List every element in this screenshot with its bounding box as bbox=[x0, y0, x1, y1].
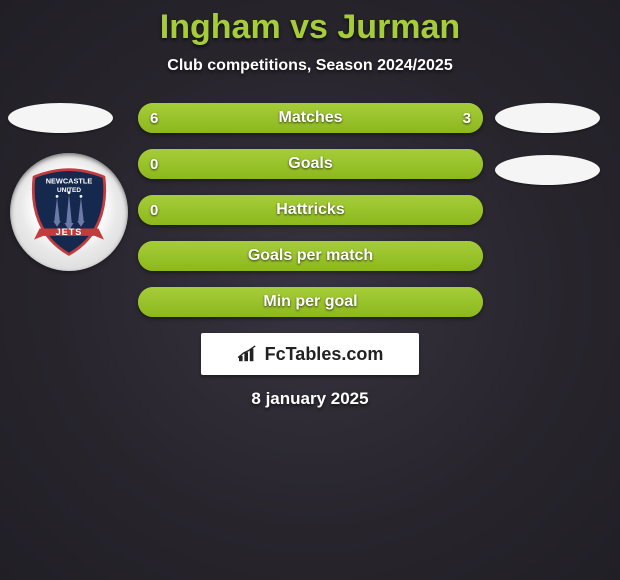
stat-bar: Goals per match bbox=[138, 241, 483, 271]
svg-text:NEWCASTLE: NEWCASTLE bbox=[46, 176, 93, 185]
comparison-content: NEWCASTLE UNITED JETS 63Matches 0Goals 0Ha… bbox=[0, 103, 620, 317]
stat-label: Goals per match bbox=[138, 241, 483, 271]
stat-label: Goals bbox=[138, 149, 483, 179]
jets-badge-icon: NEWCASTLE UNITED JETS bbox=[23, 166, 115, 258]
stat-bar: 0Hattricks bbox=[138, 195, 483, 225]
player-right-placeholder-2 bbox=[495, 155, 600, 185]
stat-label: Hattricks bbox=[138, 195, 483, 225]
stat-label: Matches bbox=[138, 103, 483, 133]
stat-bar: Min per goal bbox=[138, 287, 483, 317]
brand-text: FcTables.com bbox=[265, 344, 384, 365]
club-badge-left: NEWCASTLE UNITED JETS bbox=[10, 153, 128, 271]
stat-bar: 63Matches bbox=[138, 103, 483, 133]
bars-icon bbox=[237, 345, 259, 363]
svg-text:JETS: JETS bbox=[56, 227, 83, 237]
stat-bar: 0Goals bbox=[138, 149, 483, 179]
page-title: Ingham vs Jurman bbox=[0, 0, 620, 47]
player-left-placeholder bbox=[8, 103, 113, 133]
stat-label: Min per goal bbox=[138, 287, 483, 317]
player-right-placeholder-1 bbox=[495, 103, 600, 133]
comparison-bars: 63Matches 0Goals 0Hattricks Goals per match… bbox=[138, 103, 483, 317]
date-text: 8 january 2025 bbox=[0, 389, 620, 409]
brand-box[interactable]: FcTables.com bbox=[201, 333, 419, 375]
page-subtitle: Club competitions, Season 2024/2025 bbox=[0, 57, 620, 75]
